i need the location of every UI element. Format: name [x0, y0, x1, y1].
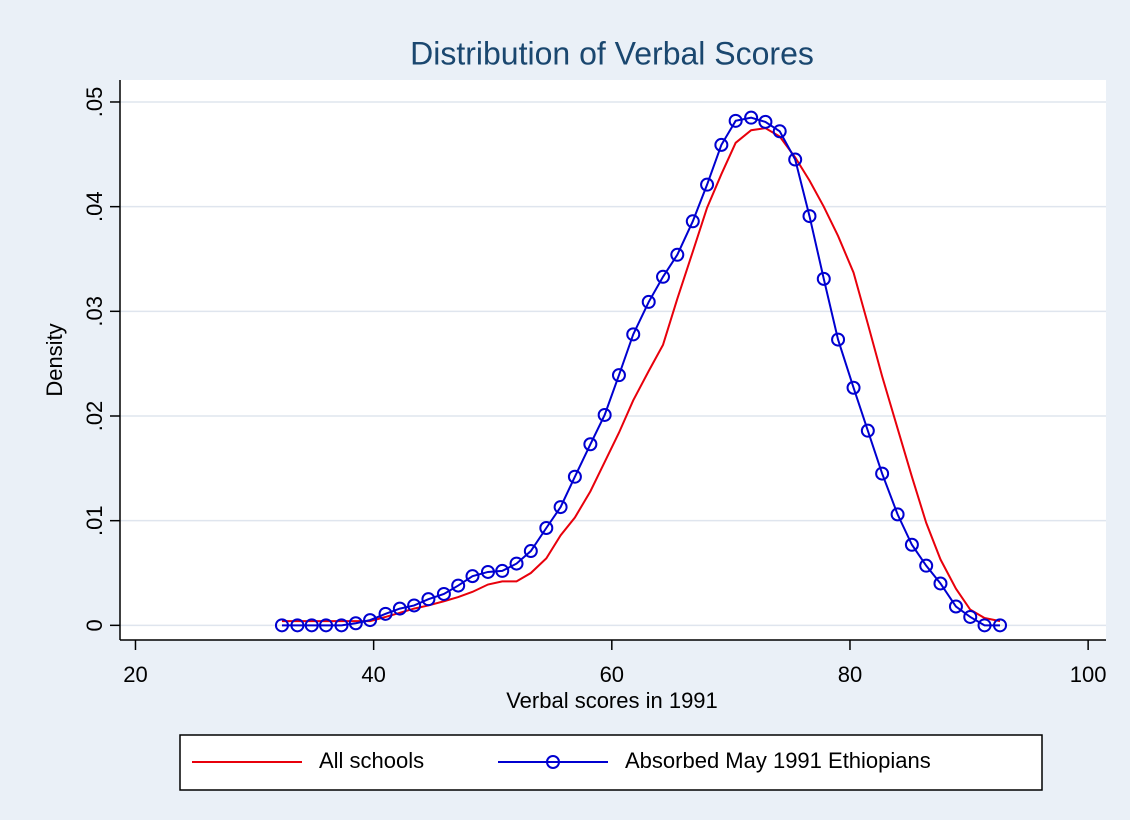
legend-marker	[546, 755, 560, 769]
legend-box	[179, 734, 1043, 791]
marker	[831, 332, 846, 347]
marker	[714, 137, 729, 152]
marker	[523, 544, 538, 559]
plot-area	[120, 80, 1106, 640]
marker	[274, 618, 289, 633]
series-line	[281, 127, 1001, 623]
marker	[495, 563, 510, 578]
marker	[290, 618, 305, 633]
marker	[772, 124, 787, 139]
y-axis-label: Density	[42, 323, 67, 396]
marker	[744, 110, 759, 125]
marker	[933, 576, 948, 591]
marker	[758, 114, 773, 129]
marker	[904, 537, 919, 552]
marker	[363, 613, 378, 628]
marker	[890, 507, 905, 522]
marker	[480, 564, 495, 579]
y-tick-label: .02	[82, 401, 107, 432]
marker	[977, 618, 992, 633]
marker	[700, 177, 715, 192]
marker	[392, 601, 407, 616]
x-axis-label: Verbal scores in 1991	[506, 688, 718, 713]
marker	[553, 500, 568, 515]
marker	[728, 113, 743, 128]
x-tick-label: 80	[838, 662, 862, 687]
marker	[656, 269, 671, 284]
marker	[583, 437, 598, 452]
marker	[860, 423, 875, 438]
marker	[567, 469, 582, 484]
marker	[378, 606, 393, 621]
marker	[670, 247, 685, 262]
marker	[919, 558, 934, 573]
marker	[436, 586, 451, 601]
marker	[948, 599, 963, 614]
marker	[509, 556, 524, 571]
x-tick-label: 40	[361, 662, 385, 687]
marker	[816, 271, 831, 286]
x-tick-label: 100	[1070, 662, 1107, 687]
x-tick-label: 60	[600, 662, 624, 687]
marker	[626, 327, 641, 342]
marker	[348, 616, 363, 631]
series-line	[281, 116, 1001, 627]
y-tick-label: .05	[82, 87, 107, 118]
marker	[465, 569, 480, 584]
marker	[685, 214, 700, 229]
marker	[539, 521, 554, 535]
marker	[993, 618, 1008, 633]
legend-label: All schools	[319, 748, 424, 773]
marker	[407, 598, 422, 613]
marker	[611, 368, 626, 383]
y-tick-label: .01	[82, 505, 107, 536]
marker	[319, 618, 334, 633]
chart-title: Distribution of Verbal Scores	[410, 35, 814, 71]
marker	[421, 592, 436, 607]
marker	[846, 380, 861, 395]
y-tick-label: .04	[82, 191, 107, 222]
marker	[641, 294, 656, 309]
marker	[875, 466, 890, 481]
marker	[788, 152, 803, 167]
marker	[451, 578, 466, 593]
marker	[304, 618, 319, 633]
marker	[334, 618, 349, 633]
marker	[963, 609, 978, 624]
y-tick-label: .03	[82, 296, 107, 327]
marker	[597, 407, 612, 422]
x-tick-label: 20	[123, 662, 147, 687]
marker	[802, 209, 817, 224]
y-tick-label: 0	[82, 619, 107, 631]
legend-label: Absorbed May 1991 Ethiopians	[625, 748, 931, 773]
